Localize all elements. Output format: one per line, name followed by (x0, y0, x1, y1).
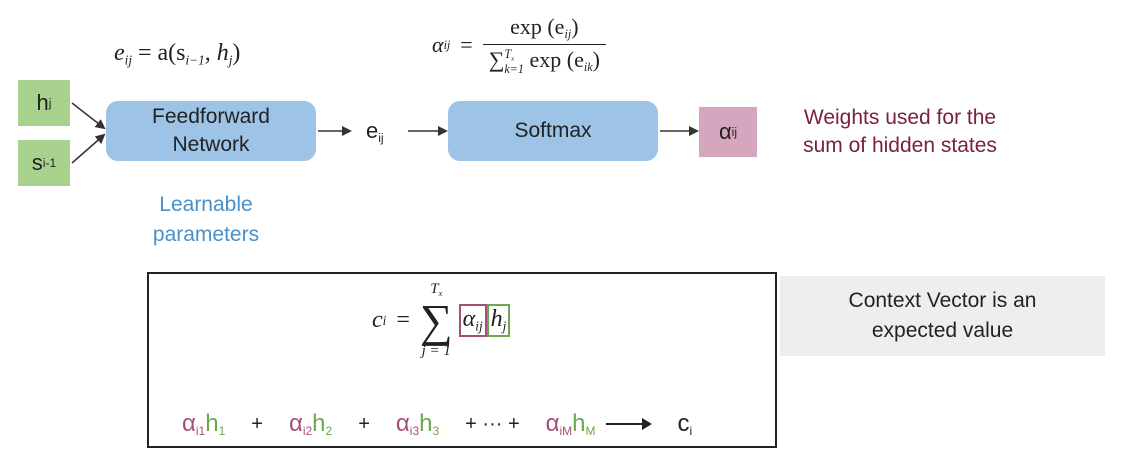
arrow-h-to-ffn (71, 102, 106, 130)
alpha-output-box: α ij (699, 107, 757, 157)
expansion-term-2: αi2h2 (288, 409, 333, 439)
learnable-caption: Learnable parameters (152, 193, 260, 246)
arrow-s-to-ffn (71, 133, 106, 164)
arrow-to-context (605, 418, 652, 430)
context-result: ci (677, 409, 693, 439)
softmax-box: Softmax (448, 101, 658, 161)
h-term-box: hj (486, 304, 511, 337)
energy-equation: eij = a(si−1, hj) (114, 40, 241, 68)
s-input-box: s i-1 (18, 140, 70, 186)
e-label: eij (366, 118, 384, 146)
context-vector-box (147, 272, 777, 448)
alpha-term-box: αij (458, 304, 487, 337)
weights-caption: Weights used for the sum of hidden states (803, 106, 997, 157)
feedforward-network-box: Feedforward Network (106, 101, 316, 161)
softmax-equation: α ij = exp (eij) ∑ Tx k=1 exp (eik) (432, 14, 606, 76)
context-caption-box: Context Vector is an expected value (780, 276, 1105, 356)
expansion-term-M: αiMhM (545, 409, 596, 439)
expansion-term-3: αi3h3 (395, 409, 440, 439)
expansion-term-1: αi1h1 (182, 409, 226, 439)
expansion-row: αi1h1 + αi2h2 + αi3h3 + ··· + αiMhM ci (182, 409, 693, 439)
